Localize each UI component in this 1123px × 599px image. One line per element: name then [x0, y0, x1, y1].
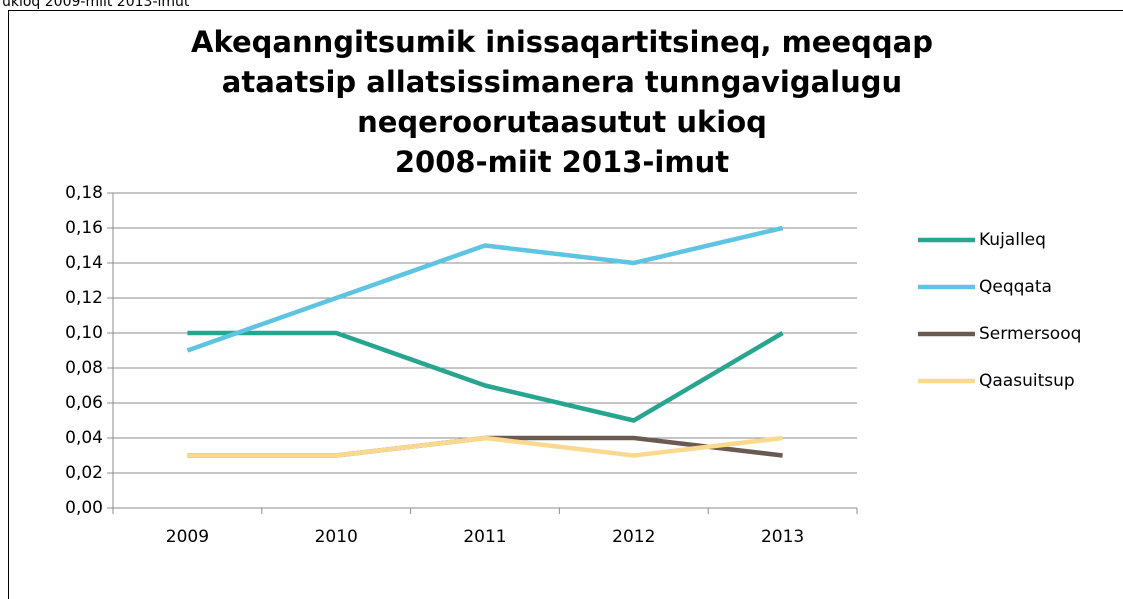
legend-label: Sermersooq — [979, 324, 1081, 344]
legend-label: Kujalleq — [979, 230, 1046, 250]
x-tick-label: 2010 — [315, 527, 358, 547]
y-tick-label: 0,04 — [65, 428, 103, 448]
x-tick-label: 2011 — [463, 527, 506, 547]
x-tick-label: 2013 — [761, 527, 804, 547]
chart-title: Akeqanngitsumik inissaqartitsineq, meeqq… — [191, 25, 933, 59]
caption: ukioq 2009-miit 2013-imut — [2, 0, 190, 10]
y-tick-label: 0,18 — [65, 183, 103, 203]
chart-title: neqeroorutaasutut ukioq — [357, 105, 767, 139]
series-line — [187, 435, 783, 458]
y-tick-label: 0,06 — [65, 393, 103, 413]
chart-border — [8, 10, 1123, 599]
series-line — [186, 225, 784, 353]
chart-title: ataatsip allatsissimanera tunngavigalugu — [222, 65, 902, 99]
x-tick-label: 2012 — [612, 527, 655, 547]
y-tick-label: 0,16 — [65, 218, 103, 238]
y-tick-label: 0,02 — [65, 463, 103, 483]
y-tick-label: 0,00 — [65, 498, 103, 518]
y-tick-label: 0,10 — [65, 323, 103, 343]
y-tick-label: 0,12 — [65, 288, 103, 308]
series-line — [187, 330, 784, 423]
legend-label: Qaasuitsup — [979, 371, 1075, 391]
y-tick-label: 0,08 — [65, 358, 103, 378]
y-tick-label: 0,14 — [65, 253, 103, 273]
legend-label: Qeqqata — [979, 277, 1052, 297]
chart-title: 2008-miit 2013-imut — [395, 145, 729, 179]
x-tick-label: 2009 — [166, 527, 209, 547]
